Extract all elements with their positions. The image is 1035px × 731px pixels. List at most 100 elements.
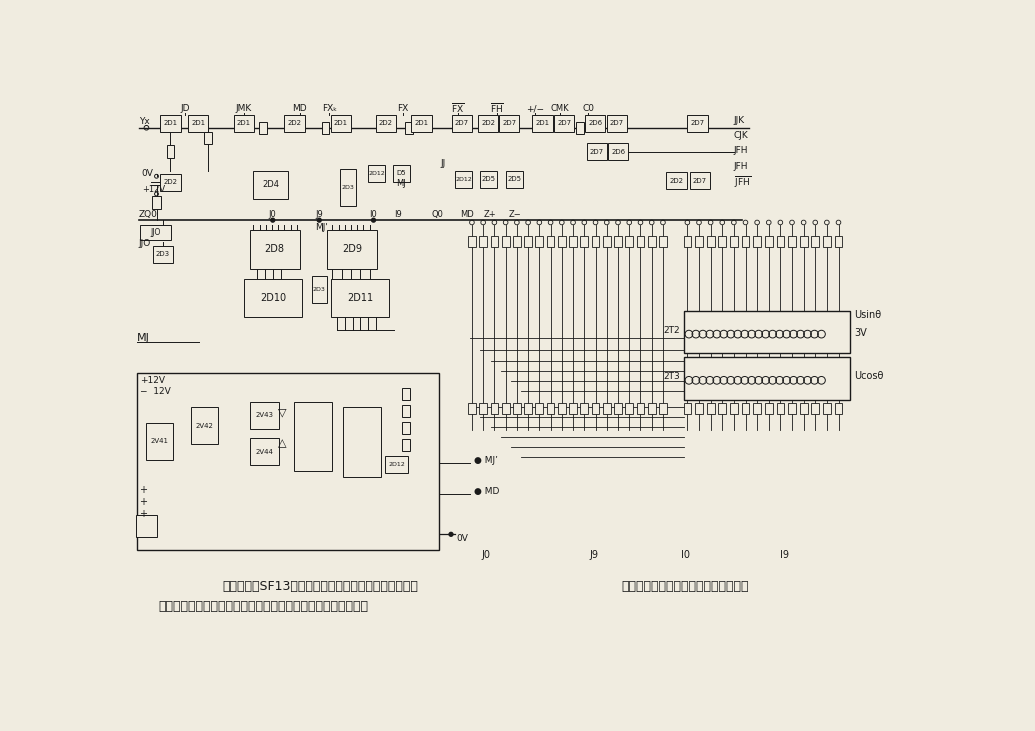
Text: MJ: MJ bbox=[396, 180, 407, 189]
Bar bbox=[683, 236, 691, 247]
Circle shape bbox=[372, 219, 376, 222]
Text: Z−: Z− bbox=[509, 211, 522, 219]
Text: 2D3: 2D3 bbox=[342, 184, 354, 189]
Bar bbox=[502, 404, 509, 414]
Bar bbox=[575, 121, 584, 134]
Text: 2D7: 2D7 bbox=[692, 178, 707, 184]
Bar bbox=[393, 164, 410, 182]
Bar bbox=[366, 419, 373, 436]
Text: 2D2: 2D2 bbox=[670, 178, 683, 184]
Text: −  12V: − 12V bbox=[140, 387, 171, 395]
Text: J9: J9 bbox=[316, 211, 323, 219]
Bar bbox=[535, 404, 543, 414]
Bar bbox=[294, 402, 332, 471]
Bar bbox=[696, 236, 703, 247]
Bar bbox=[525, 236, 532, 247]
Bar bbox=[368, 164, 385, 182]
Bar bbox=[637, 236, 645, 247]
Text: JD: JD bbox=[180, 104, 190, 113]
Text: 2D1: 2D1 bbox=[164, 120, 178, 126]
Bar bbox=[406, 121, 413, 134]
Bar bbox=[451, 115, 472, 132]
Bar bbox=[614, 404, 622, 414]
Bar bbox=[776, 404, 785, 414]
Text: 2D8: 2D8 bbox=[265, 244, 285, 254]
Bar bbox=[558, 404, 566, 414]
Bar bbox=[730, 404, 738, 414]
Bar bbox=[322, 121, 329, 134]
Text: 2V44: 2V44 bbox=[256, 449, 273, 455]
Bar bbox=[637, 404, 645, 414]
Text: JFH: JFH bbox=[734, 146, 748, 156]
Circle shape bbox=[318, 219, 321, 222]
Bar bbox=[499, 115, 520, 132]
Text: JJK: JJK bbox=[734, 115, 745, 124]
Bar bbox=[730, 236, 738, 247]
Text: 2D7: 2D7 bbox=[590, 148, 603, 155]
Text: 2D2: 2D2 bbox=[481, 120, 495, 126]
Text: 冲形成部分。以振荡器和稳幅电路组成的正弦波振荡器以及脉冲: 冲形成部分。以振荡器和稳幅电路组成的正弦波振荡器以及脉冲 bbox=[158, 600, 368, 613]
Text: CJK: CJK bbox=[734, 131, 748, 140]
Bar bbox=[204, 132, 211, 144]
Bar bbox=[569, 404, 576, 414]
Text: +: + bbox=[140, 497, 147, 507]
Bar bbox=[513, 404, 521, 414]
Text: 2D12: 2D12 bbox=[455, 177, 472, 182]
Text: I9: I9 bbox=[394, 211, 403, 219]
Bar bbox=[834, 236, 842, 247]
Text: 形成电路是数显电路的重要组成部分。: 形成电路是数显电路的重要组成部分。 bbox=[621, 580, 749, 593]
Bar bbox=[811, 404, 819, 414]
Bar bbox=[244, 279, 302, 317]
Bar bbox=[479, 236, 487, 247]
Bar bbox=[403, 405, 410, 417]
Text: MD: MD bbox=[461, 211, 474, 219]
Text: 2V43: 2V43 bbox=[256, 412, 273, 418]
Text: 2D12: 2D12 bbox=[388, 462, 405, 467]
Text: 2D7: 2D7 bbox=[610, 120, 624, 126]
Bar bbox=[648, 236, 655, 247]
Bar bbox=[811, 236, 819, 247]
Bar bbox=[152, 195, 161, 209]
Text: 2D9: 2D9 bbox=[343, 244, 362, 254]
Bar bbox=[765, 236, 772, 247]
Bar bbox=[558, 236, 566, 247]
Bar bbox=[683, 311, 850, 353]
Text: C0: C0 bbox=[582, 104, 594, 113]
Text: 3V: 3V bbox=[854, 327, 866, 338]
Text: 2D6: 2D6 bbox=[612, 148, 625, 155]
Bar bbox=[146, 423, 173, 460]
Bar bbox=[546, 404, 555, 414]
Bar bbox=[753, 404, 761, 414]
Bar bbox=[366, 453, 373, 471]
Text: 2D6: 2D6 bbox=[588, 120, 602, 126]
Text: △: △ bbox=[277, 439, 287, 448]
Text: 2D7: 2D7 bbox=[454, 120, 469, 126]
Text: 2D12: 2D12 bbox=[368, 171, 385, 175]
Bar bbox=[607, 115, 627, 132]
Text: +/−: +/− bbox=[527, 104, 544, 113]
Bar bbox=[554, 115, 574, 132]
Text: 2D1: 2D1 bbox=[535, 120, 550, 126]
Bar bbox=[136, 515, 157, 537]
Bar bbox=[659, 236, 667, 247]
Bar bbox=[353, 453, 359, 471]
Text: 2D2: 2D2 bbox=[164, 179, 177, 186]
Text: 2D1: 2D1 bbox=[237, 120, 252, 126]
Text: MJ': MJ' bbox=[315, 224, 328, 232]
Bar bbox=[823, 236, 831, 247]
Bar bbox=[249, 230, 300, 269]
Bar bbox=[249, 402, 279, 429]
Text: 2T2: 2T2 bbox=[663, 326, 680, 335]
Bar bbox=[327, 230, 378, 269]
Bar bbox=[609, 143, 628, 160]
Bar bbox=[403, 422, 410, 434]
Bar bbox=[718, 236, 727, 247]
Bar bbox=[188, 115, 208, 132]
Text: 所示为SF13型数显电路图，图中所示为振荡器及脉: 所示为SF13型数显电路图，图中所示为振荡器及脉 bbox=[223, 580, 418, 593]
Bar bbox=[479, 171, 497, 188]
Bar bbox=[823, 404, 831, 414]
Bar bbox=[140, 224, 171, 240]
Text: $\overline{\rm FX}$: $\overline{\rm FX}$ bbox=[451, 102, 465, 115]
Bar bbox=[765, 404, 772, 414]
Bar bbox=[834, 404, 842, 414]
